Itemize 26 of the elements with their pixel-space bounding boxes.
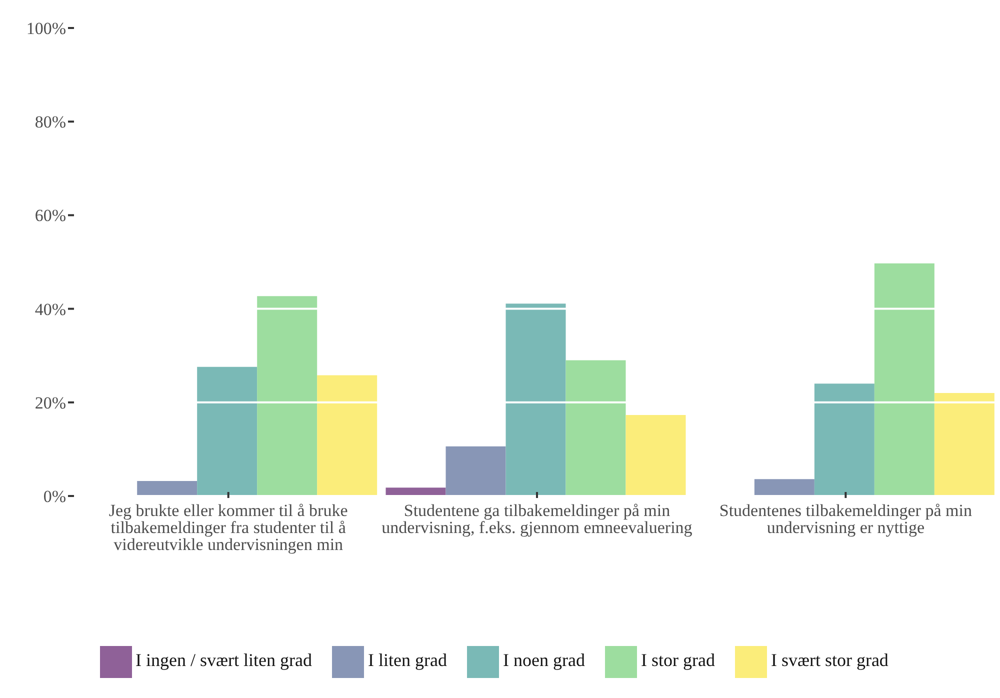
legend-label: I liten grad: [368, 650, 447, 670]
bar: [446, 446, 506, 496]
x-tick-label: Studentene ga tilbakemeldinger på min undervisning, f.eks. gjennom emneevaluering: [382, 501, 693, 538]
y-tick-label: 100%: [26, 19, 66, 38]
y-tick-label: 80%: [34, 112, 66, 132]
legend-label: I ingen / svært liten grad: [136, 650, 312, 670]
legend-label: I svært stor grad: [770, 650, 888, 670]
bar: [197, 366, 258, 496]
bar: [506, 304, 566, 496]
legend-label: I noen grad: [503, 650, 585, 670]
x-tick-label: Jeg brukte eller kommer til å bruke tilbakemeldinger fra studenter til å videreutvikle undervisningen min: [108, 501, 348, 554]
bar: [257, 296, 318, 496]
bar: [566, 360, 626, 496]
bar: [934, 393, 994, 496]
bar: [137, 481, 198, 496]
bar: [874, 263, 934, 496]
x-tick-label: Studentenes tilbakemeldinger på min undervisning er nyttige: [719, 501, 972, 538]
y-tick-label: 60%: [34, 206, 66, 226]
bar: [317, 375, 378, 496]
bar: [814, 384, 874, 496]
bar: [626, 415, 686, 496]
y-tick-label: 0%: [43, 487, 66, 506]
legend-label: I stor grad: [640, 650, 715, 670]
y-tick-label: 40%: [34, 300, 66, 319]
bar: [754, 479, 814, 496]
y-tick-label: 20%: [34, 393, 66, 412]
